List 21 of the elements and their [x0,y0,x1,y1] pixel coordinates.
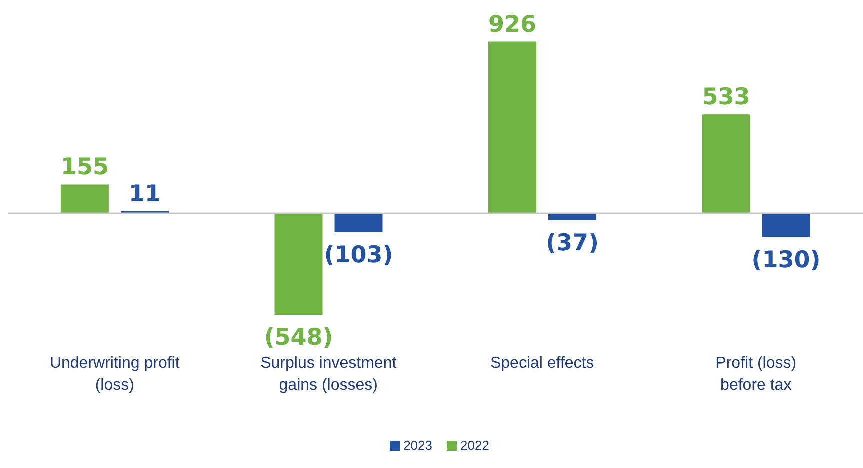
x-tick-label: Special effects [490,355,594,372]
data-label: 155 [60,154,110,181]
data-label: 11 [128,181,162,208]
x-tick-label: Profit (loss) before tax [716,355,797,394]
legend-label: 2022 [460,438,490,453]
x-tick-label: Surplus investment gains (losses) [260,355,398,394]
data-label: (103) [324,242,394,269]
bar [548,213,596,220]
data-label: (548) [264,325,334,352]
x-tick-label: Underwriting profit (loss) [50,355,180,394]
data-label: (37) [546,230,600,256]
bar [274,213,323,316]
bar [762,213,810,238]
bar [488,42,536,214]
bar [61,184,109,214]
legend-label: 2023 [402,438,432,453]
data-label: 926 [488,12,537,38]
bar [334,213,383,233]
bar [702,114,750,214]
data-label: (130) [752,248,821,274]
data-label: 533 [702,84,750,111]
